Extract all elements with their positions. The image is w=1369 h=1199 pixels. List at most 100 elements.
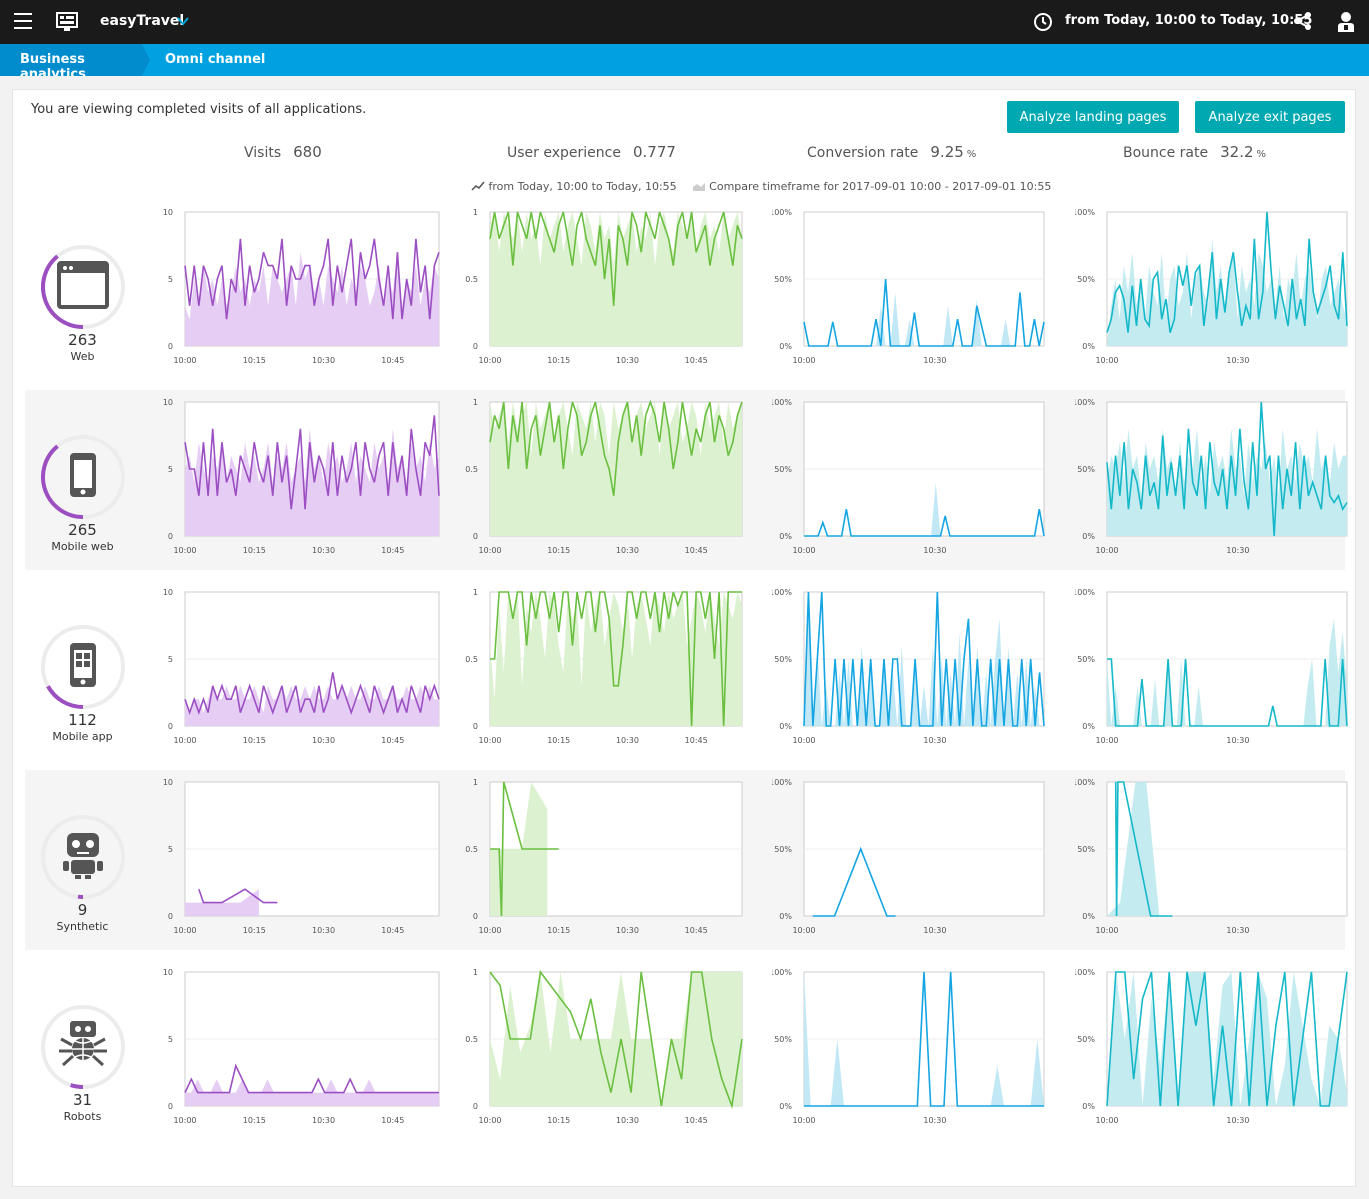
chart-bounce[interactable]: 100% 50% 0%10:00 10:30: [1075, 770, 1355, 942]
breadcrumb-business-analytics[interactable]: Business analytics: [0, 44, 150, 76]
y-tick-label: 5: [168, 1035, 173, 1044]
breadcrumb-omni-channel[interactable]: Omni channel: [165, 52, 266, 67]
chart-conv[interactable]: 100% 50% 0%10:00 10:30: [772, 200, 1052, 372]
y-tick-label: 0.5: [465, 465, 478, 474]
x-tick-label: 10:15: [243, 356, 266, 365]
current-line: [184, 1063, 439, 1094]
current-line: [489, 399, 743, 496]
category-label: Robots: [63, 1110, 102, 1123]
x-tick-label: 10:30: [312, 356, 335, 365]
share-icon[interactable]: [1293, 11, 1313, 31]
chart-bounce[interactable]: 100% 50% 0%10:00 10:30: [1075, 390, 1355, 562]
chart-ux[interactable]: 1 0.5 010:00 10:15 10:30 10:45: [458, 390, 750, 562]
category-summary[interactable]: 112 Mobile app: [25, 580, 140, 760]
compare-area: [185, 1079, 439, 1106]
x-tick-label: 10:00: [478, 736, 501, 745]
current-line: [184, 672, 440, 716]
chart-conv[interactable]: 100% 50% 0%10:00 10:30: [772, 770, 1052, 942]
application-name[interactable]: easyTravel: [100, 13, 185, 29]
y-tick-label: 0%: [779, 912, 792, 921]
current-line: [803, 278, 1045, 347]
analyze-landing-pages-button[interactable]: Analyze landing pages: [1007, 101, 1179, 133]
x-tick-label: 10:30: [923, 546, 946, 555]
y-tick-label: 0.5: [465, 845, 478, 854]
crawler-bot-icon: [59, 1021, 107, 1067]
clock-icon[interactable]: [1033, 12, 1053, 32]
category-label: Mobile app: [52, 730, 113, 743]
chart-visits[interactable]: 10 5 010:00 10:15 10:30 10:45: [153, 580, 447, 752]
share-ring: [41, 815, 125, 899]
chart-ux[interactable]: 1 0.5 010:00 10:15 10:30 10:45: [458, 200, 750, 372]
x-tick-label: 10:00: [478, 926, 501, 935]
x-tick-label: 10:30: [923, 736, 946, 745]
x-tick-label: 10:00: [792, 926, 815, 935]
y-tick-label: 0%: [1082, 532, 1095, 541]
y-tick-label: 50%: [1077, 465, 1095, 474]
chart-bounce[interactable]: 100% 50% 0%10:00 10:30: [1075, 200, 1355, 372]
current-line: [804, 971, 1044, 1107]
chart-conv[interactable]: 100% 50% 0%10:00 10:30: [772, 580, 1052, 752]
x-tick-label: 10:30: [616, 1116, 639, 1125]
metric-unit: %: [966, 149, 977, 160]
y-tick-label: 0%: [1082, 342, 1095, 351]
y-tick-label: 0: [473, 342, 478, 351]
chart-visits[interactable]: 10 5 010:00 10:15 10:30 10:45: [153, 390, 447, 562]
y-tick-label: 1: [473, 588, 478, 597]
chevron-down-icon[interactable]: [176, 14, 190, 28]
category-count: 112: [68, 711, 97, 729]
category-summary[interactable]: 265 Mobile web: [25, 390, 140, 570]
y-tick-label: 0: [168, 1102, 173, 1111]
hamburger-menu-icon[interactable]: [14, 13, 32, 29]
user-icon[interactable]: [1337, 11, 1355, 33]
y-tick-label: 50%: [1077, 845, 1095, 854]
category-row-mobile-web: 265 Mobile web 10 5 0 10:00 10:15 10:30 10:45 1 0.…: [25, 390, 1348, 570]
y-tick-label: 50%: [1077, 275, 1095, 284]
current-line: [490, 591, 742, 727]
y-tick-label: 0: [473, 912, 478, 921]
analyze-exit-pages-button[interactable]: Analyze exit pages: [1195, 101, 1345, 133]
share-arc: [46, 685, 84, 709]
category-label: Synthetic: [56, 920, 109, 933]
chart-visits[interactable]: 10 5 010:00 10:15 10:30 10:45: [153, 770, 447, 942]
category-summary[interactable]: 263 Web: [25, 200, 140, 380]
timeframe-selector[interactable]: from Today, 10:00 to Today, 10:55: [1065, 13, 1313, 28]
x-tick-label: 10:45: [685, 356, 708, 365]
y-tick-label: 0: [168, 912, 173, 921]
x-tick-label: 10:30: [312, 736, 335, 745]
metric-label: User experience: [507, 145, 621, 161]
x-tick-label: 10:15: [243, 926, 266, 935]
category-summary[interactable]: 9 Synthetic: [25, 770, 140, 950]
category-row-robots: 31 Robots 10 5 0 10:00 10:15 10:30 10:45 1 0.5 0 10:…: [25, 960, 1348, 1140]
x-tick-label: 10:45: [381, 546, 404, 555]
mobile-app-icon: [70, 643, 96, 687]
y-tick-label: 0%: [1082, 1102, 1095, 1111]
chart-ux[interactable]: 1 0.5 010:00 10:15 10:30 10:45: [458, 580, 750, 752]
current-line: [1107, 658, 1348, 727]
y-tick-label: 0: [473, 1102, 478, 1111]
x-tick-label: 10:45: [685, 1116, 708, 1125]
metric-bounce-rate: Bounce rate 32.2%: [1123, 143, 1266, 161]
x-tick-label: 10:30: [616, 926, 639, 935]
chart-visits[interactable]: 10 5 010:00 10:15 10:30 10:45: [153, 200, 447, 372]
category-label: Web: [70, 350, 95, 363]
y-tick-label: 5: [168, 465, 173, 474]
chart-ux[interactable]: 1 0.5 010:00 10:15 10:30 10:45: [458, 770, 750, 942]
metric-value: 32.2: [1220, 143, 1254, 161]
chart-visits[interactable]: 10 5 010:00 10:15 10:30 10:45: [153, 960, 447, 1132]
current-line: [489, 969, 743, 1110]
share-ring: [41, 435, 125, 519]
chart-conv[interactable]: 100% 50% 0%10:00 10:30: [772, 390, 1052, 562]
chart-bounce[interactable]: 100% 50% 0%10:00 10:30: [1075, 960, 1355, 1132]
x-tick-label: 10:00: [173, 736, 196, 745]
omni-channel-panel: You are viewing completed visits of all …: [12, 89, 1356, 1187]
chart-bounce[interactable]: 100% 50% 0%10:00 10:30: [1075, 580, 1355, 752]
compare-area: [1107, 618, 1347, 726]
chart-ux[interactable]: 1 0.5 010:00 10:15 10:30 10:45: [458, 960, 750, 1132]
area-chart-icon: [692, 183, 705, 191]
y-tick-label: 0: [168, 342, 173, 351]
application-monitor-icon[interactable]: [56, 12, 78, 32]
category-summary[interactable]: 31 Robots: [25, 960, 140, 1140]
y-tick-label: 0%: [779, 722, 792, 731]
x-tick-label: 10:30: [616, 736, 639, 745]
chart-conv[interactable]: 100% 50% 0%10:00 10:30: [772, 960, 1052, 1132]
